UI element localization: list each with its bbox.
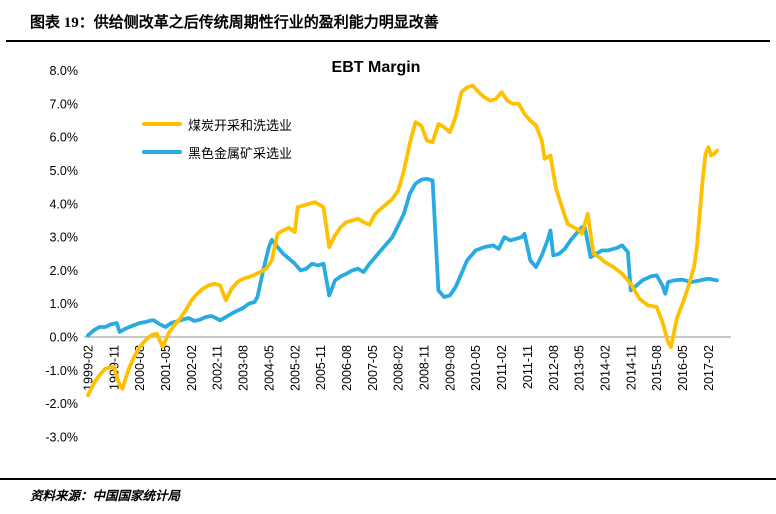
x-tick-label: 2006-08 bbox=[340, 345, 354, 391]
ferrous-line-swatch bbox=[142, 150, 182, 154]
x-tick-label: 2000-08 bbox=[133, 345, 147, 391]
coal-line-swatch bbox=[142, 122, 182, 126]
footer-divider bbox=[0, 478, 776, 480]
legend: 煤炭开采和洗选业 黑色金属矿采选业 bbox=[142, 110, 292, 166]
y-tick-label: 0.0% bbox=[50, 331, 79, 345]
y-tick-label: 5.0% bbox=[50, 164, 79, 178]
x-tick-label: 2015-08 bbox=[650, 345, 664, 391]
chart-title: EBT Margin bbox=[331, 59, 421, 76]
legend-item-ferrous: 黑色金属矿采选业 bbox=[142, 138, 292, 166]
x-tick-label: 2007-05 bbox=[366, 345, 380, 391]
y-tick-label: -2.0% bbox=[45, 397, 78, 411]
x-tick-label: 2004-05 bbox=[262, 345, 276, 391]
source-text: 中国国家统计局 bbox=[92, 489, 181, 503]
x-tick-label: 2008-11 bbox=[418, 345, 432, 390]
figure-title: 供给侧改革之后传统周期性行业的盈利能力明显改善 bbox=[93, 15, 439, 31]
x-tick-label: 1999-02 bbox=[82, 345, 96, 391]
y-tick-label: 4.0% bbox=[50, 197, 79, 211]
x-tick-label: 2005-02 bbox=[288, 345, 302, 391]
ferrous-series-line bbox=[86, 176, 719, 338]
x-tick-label: 2016-05 bbox=[676, 345, 690, 391]
y-tick-label: 6.0% bbox=[50, 131, 79, 145]
x-tick-label: 2014-02 bbox=[598, 345, 612, 391]
x-tick-label: 2008-02 bbox=[392, 345, 406, 391]
x-tick-label: 2002-02 bbox=[185, 345, 199, 391]
x-tick-label: 2002-11 bbox=[211, 345, 225, 390]
x-tick-label: 2009-08 bbox=[443, 345, 457, 391]
header-divider bbox=[6, 40, 770, 42]
legend-item-coal: 煤炭开采和洗选业 bbox=[142, 110, 292, 138]
source-note: 资料来源：中国国家统计局 bbox=[30, 485, 180, 504]
y-tick-label: -1.0% bbox=[45, 364, 78, 378]
figure-header: 图表 19：供给侧改革之后传统周期性行业的盈利能力明显改善 bbox=[30, 11, 439, 32]
figure-number: 图表 19： bbox=[30, 15, 94, 31]
y-tick-label: 1.0% bbox=[50, 297, 79, 311]
x-tick-label: 2014-11 bbox=[624, 345, 638, 390]
legend-label-ferrous: 黑色金属矿采选业 bbox=[188, 145, 293, 161]
x-tick-label: 2010-05 bbox=[469, 345, 483, 391]
y-tick-label: -3.0% bbox=[45, 430, 78, 444]
legend-label-coal: 煤炭开采和洗选业 bbox=[188, 117, 293, 133]
x-tick-label: 2012-08 bbox=[547, 345, 561, 391]
y-tick-label: 8.0% bbox=[50, 64, 79, 78]
y-tick-label: 3.0% bbox=[50, 231, 79, 245]
y-tick-label: 2.0% bbox=[50, 264, 79, 278]
coal-series-line bbox=[86, 83, 719, 398]
x-tick-label: 2001-05 bbox=[159, 345, 173, 391]
x-tick-label: 2003-08 bbox=[237, 345, 251, 391]
source-label: 资料来源： bbox=[30, 489, 93, 503]
x-tick-label: 2005-11 bbox=[314, 345, 328, 390]
x-tick-label: 2011-02 bbox=[495, 345, 509, 390]
x-tick-label: 2011-11 bbox=[521, 345, 535, 389]
x-tick-label: 2013-05 bbox=[573, 345, 587, 391]
y-tick-label: 7.0% bbox=[50, 97, 79, 111]
x-tick-label: 2017-02 bbox=[702, 345, 716, 391]
